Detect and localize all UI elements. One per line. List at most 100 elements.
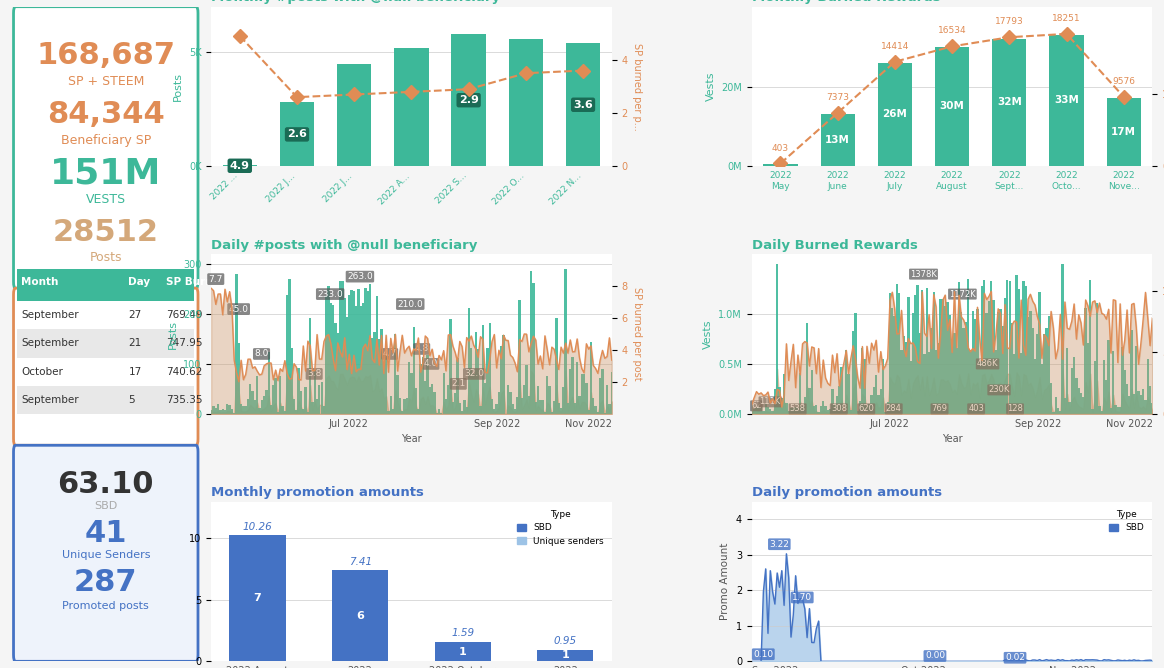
Legend: SBD, Unique senders: SBD, Unique senders xyxy=(513,506,608,549)
Bar xyxy=(1119,407,1121,414)
Bar xyxy=(819,406,822,414)
Bar xyxy=(367,291,369,414)
Bar xyxy=(1114,405,1116,414)
Bar xyxy=(461,411,463,414)
Bar xyxy=(233,413,235,414)
Text: 27: 27 xyxy=(128,311,142,321)
Bar xyxy=(960,311,963,414)
Text: 3.8: 3.8 xyxy=(307,369,321,378)
Bar xyxy=(808,388,810,414)
Bar xyxy=(284,411,286,414)
Bar xyxy=(838,386,840,414)
Text: 2.9: 2.9 xyxy=(459,96,478,105)
Bar xyxy=(984,280,986,414)
Bar xyxy=(247,399,249,414)
Bar xyxy=(270,405,272,414)
Text: 32.0: 32.0 xyxy=(464,369,484,378)
Bar xyxy=(1105,379,1107,414)
Bar xyxy=(1147,359,1149,414)
Bar xyxy=(1090,280,1092,414)
Bar xyxy=(537,650,594,661)
Bar xyxy=(914,295,916,414)
Bar xyxy=(1000,309,1001,414)
Bar xyxy=(546,376,548,414)
Bar xyxy=(496,403,498,414)
Bar xyxy=(880,389,882,414)
Bar xyxy=(523,385,525,414)
Bar xyxy=(329,303,332,414)
Bar xyxy=(402,411,404,414)
Bar xyxy=(1043,334,1045,414)
Bar xyxy=(263,395,265,414)
Bar xyxy=(395,335,397,414)
Bar xyxy=(338,63,371,166)
Bar xyxy=(788,411,790,414)
Bar xyxy=(609,403,611,414)
Bar xyxy=(942,299,944,414)
Bar xyxy=(1045,328,1048,414)
Text: Daily promotion amounts: Daily promotion amounts xyxy=(752,486,942,499)
Bar xyxy=(1050,35,1084,166)
Bar xyxy=(878,63,913,166)
Bar xyxy=(774,389,776,414)
Bar xyxy=(555,319,558,414)
Bar xyxy=(470,348,473,414)
Bar xyxy=(322,405,325,414)
Bar xyxy=(475,332,477,414)
Text: 620: 620 xyxy=(858,404,874,413)
Bar xyxy=(1066,347,1069,414)
Text: 769: 769 xyxy=(931,404,947,413)
Bar xyxy=(878,395,880,414)
Bar xyxy=(565,269,567,414)
Bar xyxy=(397,375,399,414)
Bar xyxy=(482,325,484,414)
Text: Daily #posts with @null beneficiary: Daily #posts with @null beneficiary xyxy=(211,238,477,252)
Y-axis label: Vests: Vests xyxy=(703,319,712,349)
Bar xyxy=(1101,411,1102,414)
Bar xyxy=(537,386,539,414)
Bar xyxy=(826,410,829,414)
Text: 45.0: 45.0 xyxy=(228,305,249,313)
Bar xyxy=(275,378,277,414)
Bar xyxy=(221,409,223,414)
Bar xyxy=(850,410,852,414)
Bar xyxy=(494,409,496,414)
Bar xyxy=(873,387,875,414)
Bar xyxy=(1062,264,1064,414)
Bar xyxy=(764,164,797,166)
Bar xyxy=(244,405,247,414)
Text: 63.10: 63.10 xyxy=(57,470,154,499)
FancyBboxPatch shape xyxy=(17,301,194,329)
Bar xyxy=(585,383,588,414)
Bar xyxy=(963,328,965,414)
Bar xyxy=(374,333,376,414)
Bar xyxy=(939,299,942,414)
Text: SP Burn: SP Burn xyxy=(166,277,213,287)
Bar xyxy=(918,333,921,414)
Bar xyxy=(875,375,878,414)
Bar xyxy=(1130,330,1133,414)
Bar xyxy=(866,405,868,414)
FancyBboxPatch shape xyxy=(17,385,194,414)
Text: 3.22: 3.22 xyxy=(769,540,789,548)
Bar xyxy=(1107,98,1141,166)
Bar xyxy=(1010,323,1013,414)
Text: 1172K: 1172K xyxy=(949,290,975,299)
Bar xyxy=(611,373,612,414)
Bar xyxy=(503,335,505,414)
Bar xyxy=(592,398,595,414)
Bar xyxy=(498,391,501,414)
Bar xyxy=(426,355,428,414)
Bar xyxy=(974,319,977,414)
Bar xyxy=(445,399,447,414)
Bar xyxy=(305,387,306,414)
Bar xyxy=(795,407,796,414)
Bar xyxy=(1008,281,1010,414)
Bar xyxy=(993,301,995,414)
Text: 1: 1 xyxy=(561,651,569,661)
Bar xyxy=(272,385,275,414)
Bar xyxy=(868,404,871,414)
Bar xyxy=(970,350,972,414)
Text: 263.0: 263.0 xyxy=(347,272,372,281)
Bar xyxy=(459,403,461,414)
